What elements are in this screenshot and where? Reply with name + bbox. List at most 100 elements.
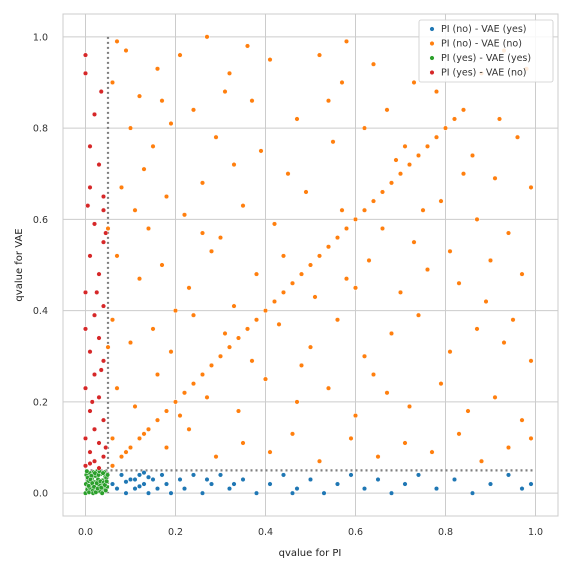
data-point xyxy=(105,344,111,350)
data-point xyxy=(276,321,282,327)
data-point xyxy=(208,362,215,368)
data-point xyxy=(253,317,260,323)
data-point xyxy=(519,486,525,492)
data-point xyxy=(204,34,210,40)
data-point xyxy=(141,431,147,437)
data-point xyxy=(213,134,219,140)
data-point xyxy=(145,474,152,480)
data-point xyxy=(141,470,147,476)
data-point xyxy=(114,38,120,44)
data-point xyxy=(361,125,368,131)
data-point xyxy=(190,381,197,387)
data-point xyxy=(388,180,395,186)
data-point xyxy=(451,476,458,483)
data-point xyxy=(82,70,89,76)
x-tick-label: 0.6 xyxy=(348,527,363,538)
data-point xyxy=(325,98,332,104)
data-point xyxy=(181,486,188,492)
y-tick-label: 0.6 xyxy=(33,215,48,226)
legend-marker xyxy=(429,55,435,61)
data-point xyxy=(136,483,143,489)
x-tick-label: 0.4 xyxy=(258,527,273,538)
data-point xyxy=(231,481,237,487)
data-point xyxy=(163,444,170,451)
data-point xyxy=(375,476,381,483)
data-point xyxy=(348,472,354,478)
data-point xyxy=(172,308,179,314)
data-point xyxy=(316,253,323,259)
data-point xyxy=(91,111,98,117)
y-tick-label: 0.8 xyxy=(33,124,48,135)
data-point xyxy=(325,385,332,391)
data-point xyxy=(132,403,138,410)
data-point xyxy=(150,326,156,332)
data-point xyxy=(411,79,417,86)
data-point xyxy=(127,444,134,451)
data-point xyxy=(465,408,471,414)
x-tick-label: 0.8 xyxy=(438,527,453,538)
data-point xyxy=(231,162,237,168)
data-point xyxy=(181,212,188,218)
data-point xyxy=(240,203,246,209)
data-point xyxy=(100,207,107,213)
data-point xyxy=(370,198,377,204)
data-point xyxy=(118,184,125,190)
data-point xyxy=(397,289,404,295)
data-point xyxy=(190,472,197,478)
data-point xyxy=(235,335,242,341)
data-point xyxy=(406,403,413,410)
data-point xyxy=(361,486,368,492)
data-point xyxy=(433,486,440,492)
y-tick-label: 0.0 xyxy=(33,489,48,500)
data-point xyxy=(253,490,260,496)
legend-marker xyxy=(429,26,435,32)
data-point xyxy=(91,458,98,464)
data-point xyxy=(343,225,350,232)
data-point xyxy=(87,253,93,259)
data-point xyxy=(145,490,152,496)
y-axis-ticks: 0.0 0.2 0.4 0.6 0.8 1.0 xyxy=(33,32,48,499)
data-point xyxy=(177,52,183,58)
data-point xyxy=(492,175,498,181)
data-point xyxy=(91,221,98,227)
data-point xyxy=(123,490,129,496)
data-point xyxy=(172,399,179,405)
data-point xyxy=(388,490,395,496)
data-point xyxy=(82,52,89,58)
data-point xyxy=(348,435,354,441)
data-point xyxy=(226,70,233,76)
data-point xyxy=(379,225,386,232)
legend-box xyxy=(418,19,554,83)
data-point xyxy=(379,189,386,195)
data-point xyxy=(321,490,327,496)
data-point xyxy=(208,248,215,254)
data-point xyxy=(501,340,507,346)
data-point xyxy=(154,417,161,423)
data-point xyxy=(438,381,444,387)
data-point xyxy=(177,476,183,483)
data-point xyxy=(510,317,516,323)
data-point xyxy=(98,485,104,491)
data-point xyxy=(87,449,93,455)
data-point xyxy=(168,349,174,355)
data-point xyxy=(280,472,287,478)
data-point xyxy=(339,207,345,213)
data-point xyxy=(114,486,120,492)
data-point xyxy=(145,225,152,232)
data-point xyxy=(82,326,89,332)
data-point xyxy=(262,376,269,382)
data-point xyxy=(100,193,107,200)
data-point xyxy=(127,125,134,131)
data-point xyxy=(222,330,228,337)
data-point xyxy=(451,116,458,122)
data-point xyxy=(199,371,206,378)
data-point xyxy=(123,449,129,455)
data-point xyxy=(402,440,408,446)
data-point xyxy=(271,221,278,227)
data-point xyxy=(325,244,332,250)
data-point xyxy=(397,171,404,177)
data-point xyxy=(204,394,210,400)
data-point xyxy=(226,344,233,350)
data-point xyxy=(420,207,426,213)
data-point xyxy=(100,470,106,476)
